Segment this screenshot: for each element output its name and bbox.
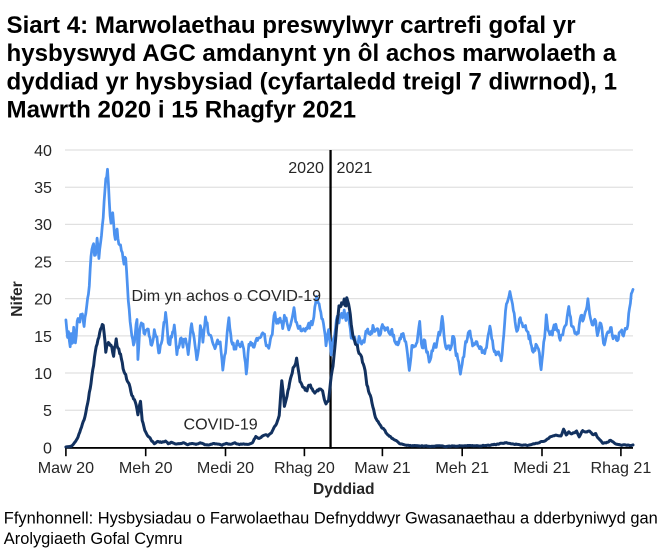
svg-text:30: 30 xyxy=(34,216,52,234)
svg-text:hysbyswyd AGC amdanynt yn ôl a: hysbyswyd AGC amdanynt yn ôl achos marwo… xyxy=(7,40,617,67)
svg-text:Meh 20: Meh 20 xyxy=(119,459,173,477)
svg-text:Meh 21: Meh 21 xyxy=(435,459,489,477)
svg-text:Dyddiad: Dyddiad xyxy=(313,481,375,498)
svg-text:Rhag 21: Rhag 21 xyxy=(590,459,651,477)
svg-text:2021: 2021 xyxy=(337,159,373,177)
svg-text:Dim yn achos o COVID-19: Dim yn achos o COVID-19 xyxy=(132,287,322,305)
svg-text:5: 5 xyxy=(43,402,52,420)
svg-text:Maw 21: Maw 21 xyxy=(354,459,410,477)
svg-text:35: 35 xyxy=(34,179,52,197)
svg-text:Maw 20: Maw 20 xyxy=(38,459,94,477)
svg-text:20: 20 xyxy=(34,291,52,309)
svg-text:Mawrth 2020 i 15 Rhagfyr 2021: Mawrth 2020 i 15 Rhagfyr 2021 xyxy=(7,97,357,124)
svg-text:dyddiad yr hysbysiad (cyfartal: dyddiad yr hysbysiad (cyfartaledd treigl… xyxy=(7,68,618,95)
svg-text:Nifer: Nifer xyxy=(9,281,26,317)
svg-text:25: 25 xyxy=(34,253,52,271)
svg-text:Siart 4: Marwolaethau preswylw: Siart 4: Marwolaethau preswylwyr cartref… xyxy=(7,12,577,39)
svg-text:Medi 20: Medi 20 xyxy=(197,459,254,477)
svg-text:Ffynhonnell: Hysbysiadau o Far: Ffynhonnell: Hysbysiadau o Farwolaethau … xyxy=(4,509,658,527)
svg-text:0: 0 xyxy=(43,439,52,457)
svg-text:40: 40 xyxy=(34,142,52,160)
svg-text:Medi 21: Medi 21 xyxy=(513,459,570,477)
svg-text:COVID-19: COVID-19 xyxy=(184,415,258,433)
svg-text:15: 15 xyxy=(34,328,52,346)
svg-text:2020: 2020 xyxy=(288,159,324,177)
svg-text:10: 10 xyxy=(34,365,52,383)
svg-text:Rhag 20: Rhag 20 xyxy=(274,459,335,477)
svg-text:Arolygiaeth Gofal Cymru: Arolygiaeth Gofal Cymru xyxy=(4,530,183,548)
